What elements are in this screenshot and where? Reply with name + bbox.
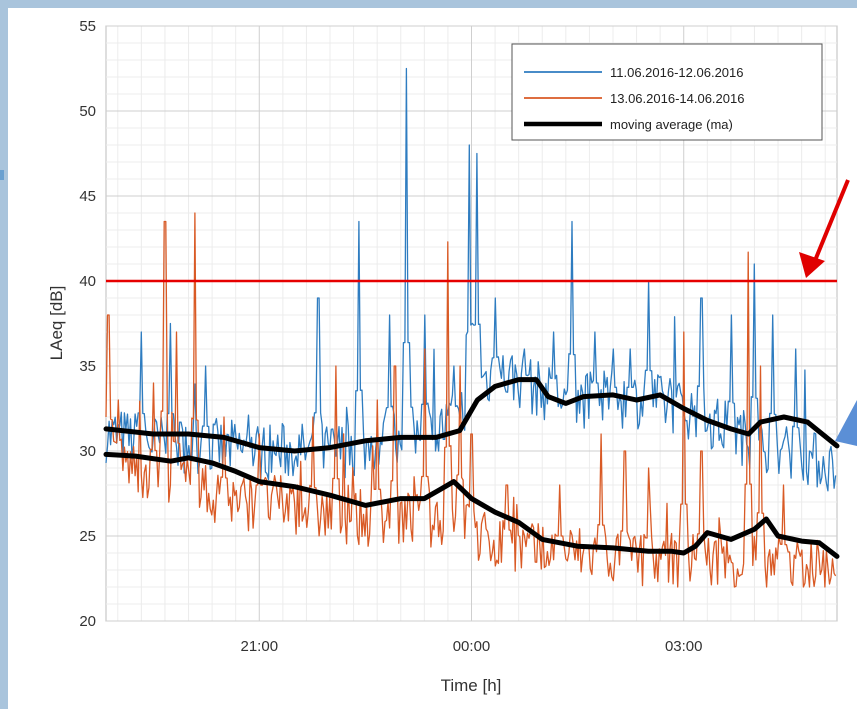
y-tick-label: 35 (79, 358, 96, 375)
red-arrow-head (799, 252, 825, 278)
y-tick-label: 45 (79, 188, 96, 205)
y-tick-labels: 20 25 30 35 40 45 50 55 (79, 18, 96, 630)
x-tick-labels: 21:00 00:00 03:00 (241, 638, 703, 655)
x-tick-label: 00:00 (453, 638, 491, 655)
y-tick-label: 40 (79, 273, 96, 290)
y-tick-label: 30 (79, 443, 96, 460)
legend: 11.06.2016-12.06.2016 13.06.2016-14.06.2… (511, 43, 823, 141)
legend-label-series-2: 13.06.2016-14.06.2016 (610, 91, 744, 106)
y-tick-label: 55 (79, 18, 96, 35)
edge-marker (0, 170, 4, 180)
x-tick-label: 03:00 (665, 638, 703, 655)
y-tick-label: 50 (79, 103, 96, 120)
moving-average-layer (103, 377, 840, 559)
red-arrow-shaft (812, 179, 850, 264)
chart-frame: 20 25 30 35 40 45 50 55 21:00 00:00 03:00 Time [h… (8, 8, 857, 709)
x-tick-label: 21:00 (241, 638, 279, 655)
y-tick-label: 25 (79, 528, 96, 545)
y-tick-label: 20 (79, 613, 96, 630)
blue-arrow-head (835, 400, 857, 446)
lineplot-chart: 20 25 30 35 40 45 50 55 21:00 00:00 03:00 Time [h… (47, 18, 857, 695)
x-axis-title: Time [h] (441, 676, 502, 695)
legend-label-moving-average: moving average (ma) (610, 117, 733, 132)
series-line-2 (105, 212, 837, 588)
legend-label-series-1: 11.06.2016-12.06.2016 (610, 65, 744, 80)
moving-average-line-1 (103, 377, 840, 454)
red-arrow (799, 179, 850, 278)
y-axis-title: LAeq [dB] (47, 286, 66, 361)
moving-average-line-2 (103, 451, 840, 559)
